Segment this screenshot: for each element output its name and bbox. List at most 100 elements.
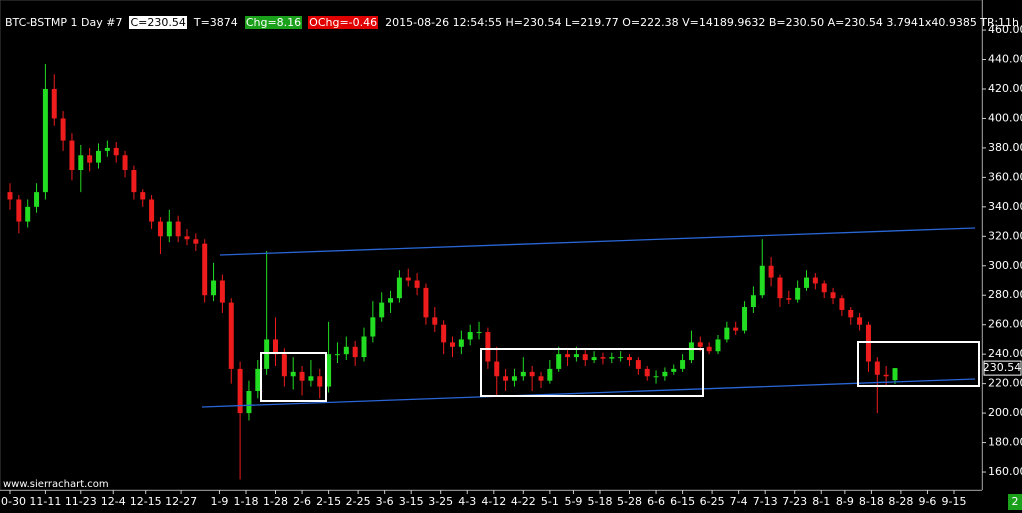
candle-body bbox=[450, 342, 455, 347]
candle-body bbox=[724, 327, 730, 340]
x-tick-label: 5-18 bbox=[588, 495, 613, 508]
candle-body bbox=[140, 192, 146, 200]
x-tick-label: 8-1 bbox=[812, 495, 830, 508]
candle-body bbox=[255, 368, 261, 391]
candle-body bbox=[529, 371, 535, 377]
x-tick-label: 8-28 bbox=[888, 495, 913, 508]
last-price-box bbox=[983, 360, 1022, 376]
candle-body bbox=[131, 170, 137, 193]
candle-body bbox=[804, 277, 809, 288]
candle-body bbox=[396, 277, 402, 299]
candle-body bbox=[122, 155, 128, 171]
candle-body bbox=[600, 357, 606, 359]
x-tick-label: 6-25 bbox=[700, 495, 725, 508]
x-tick-label: 5-1 bbox=[541, 495, 559, 508]
highlight-box bbox=[260, 352, 327, 402]
candle-body bbox=[273, 339, 278, 355]
candle-body bbox=[202, 243, 208, 296]
watermark: www.sierrachart.com bbox=[3, 479, 109, 490]
corner-badge-text: 2 bbox=[1012, 495, 1019, 508]
x-tick-label: 6-6 bbox=[647, 495, 665, 508]
candle-body bbox=[538, 376, 544, 381]
candle-body bbox=[308, 376, 314, 381]
candle-body bbox=[830, 292, 836, 299]
x-tick-label: 3-6 bbox=[376, 495, 394, 508]
candle-body bbox=[733, 327, 739, 331]
x-tick-label: 4-22 bbox=[511, 495, 536, 508]
candle-body bbox=[573, 354, 579, 358]
candle-body bbox=[591, 357, 597, 361]
x-tick-label: 4-12 bbox=[481, 495, 506, 508]
open-change-field: OChg=-0.46 bbox=[308, 15, 379, 29]
x-tick-label: 5-28 bbox=[617, 495, 642, 508]
y-tick-label: 420.00 bbox=[988, 82, 1022, 95]
candle-body bbox=[680, 360, 686, 369]
x-tick-label: 9-15 bbox=[942, 495, 967, 508]
corner-badge bbox=[1008, 494, 1022, 510]
candle-body bbox=[688, 342, 694, 361]
candle-body bbox=[237, 368, 243, 414]
x-tick-label: 3-15 bbox=[399, 495, 424, 508]
candle-body bbox=[759, 265, 765, 296]
candle-body bbox=[768, 265, 774, 278]
candle-body bbox=[786, 298, 792, 300]
candle-body bbox=[662, 371, 668, 377]
candle-body bbox=[423, 287, 429, 318]
candle-body bbox=[193, 239, 199, 244]
candle-body bbox=[715, 339, 721, 352]
candle-body bbox=[635, 360, 641, 369]
y-tick-label: 220.00 bbox=[988, 377, 1022, 390]
candle-body bbox=[812, 277, 818, 284]
candle-body bbox=[211, 280, 217, 296]
trades-field: T=3874 bbox=[193, 15, 238, 29]
y-tick-label: 340.00 bbox=[988, 200, 1022, 213]
candle-body bbox=[104, 147, 110, 151]
x-tick-label: 1-28 bbox=[263, 495, 288, 508]
x-tick-label: 2-6 bbox=[293, 495, 311, 508]
candle-body bbox=[78, 155, 84, 171]
x-tick-label: 4-3 bbox=[458, 495, 476, 508]
candle-body bbox=[299, 371, 305, 381]
y-tick-label: 380.00 bbox=[988, 141, 1022, 154]
x-tick-label: 12-15 bbox=[130, 495, 162, 508]
candle-body bbox=[476, 332, 482, 334]
candle-body bbox=[281, 354, 287, 377]
x-tick-label: 7-4 bbox=[730, 495, 748, 508]
candle-body bbox=[671, 368, 677, 372]
candle-body bbox=[485, 332, 491, 362]
candle-body bbox=[246, 390, 252, 414]
x-tick-label: 9-6 bbox=[918, 495, 936, 508]
candle-body bbox=[25, 206, 31, 222]
header: BTC-BSTMP 1 Day #7 C=230.54 T=3874 Chg=8… bbox=[4, 14, 1022, 30]
candle-body bbox=[166, 221, 172, 237]
candle-body bbox=[582, 354, 588, 361]
candle-body bbox=[565, 354, 571, 358]
last-price-label: 230.54 bbox=[983, 361, 1022, 374]
x-tick-label: 10-30 bbox=[0, 495, 26, 508]
candle-body bbox=[219, 280, 225, 303]
candle-body bbox=[352, 346, 358, 358]
axes: 460.00 440.00 420.00 400.00 380.00 360.00 340.… bbox=[0, 23, 1022, 508]
x-tick-label: 11-23 bbox=[65, 495, 97, 508]
candle-body bbox=[388, 298, 394, 303]
x-tick-label: 1-9 bbox=[210, 495, 228, 508]
trend-line-lower bbox=[201, 378, 976, 408]
candle-body bbox=[16, 199, 22, 222]
candles bbox=[7, 63, 898, 480]
y-tick-label: 280.00 bbox=[988, 288, 1022, 301]
x-tick-label: 8-9 bbox=[836, 495, 854, 508]
candle-body bbox=[839, 298, 845, 310]
candle-body bbox=[184, 236, 190, 240]
y-tick-label: 360.00 bbox=[988, 170, 1022, 183]
candle-body bbox=[370, 317, 376, 337]
candle-body bbox=[42, 88, 48, 193]
x-tick-label: 7-13 bbox=[753, 495, 778, 508]
candle-body bbox=[414, 280, 420, 288]
candle-body bbox=[334, 354, 340, 356]
candle-body bbox=[149, 199, 155, 222]
candle-body bbox=[795, 287, 801, 300]
close-field: C=230.54 bbox=[129, 15, 187, 29]
candle-body bbox=[343, 346, 349, 355]
